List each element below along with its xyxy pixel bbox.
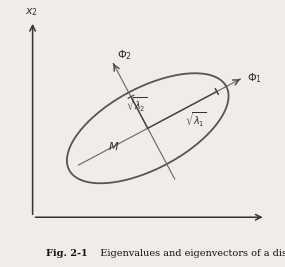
- Text: Fig. 2-1: Fig. 2-1: [46, 249, 87, 258]
- Text: $\sqrt{\lambda_2}$: $\sqrt{\lambda_2}$: [126, 95, 148, 113]
- Text: M: M: [109, 142, 119, 152]
- Text: $\Phi_1$: $\Phi_1$: [247, 71, 262, 85]
- Text: Eigenvalues and eigenvectors of a distribution.: Eigenvalues and eigenvectors of a distri…: [94, 249, 285, 258]
- Text: $\sqrt{\lambda_1}$: $\sqrt{\lambda_1}$: [185, 111, 207, 129]
- Text: $\Phi_2$: $\Phi_2$: [117, 49, 132, 62]
- Text: $x_2$: $x_2$: [25, 7, 38, 18]
